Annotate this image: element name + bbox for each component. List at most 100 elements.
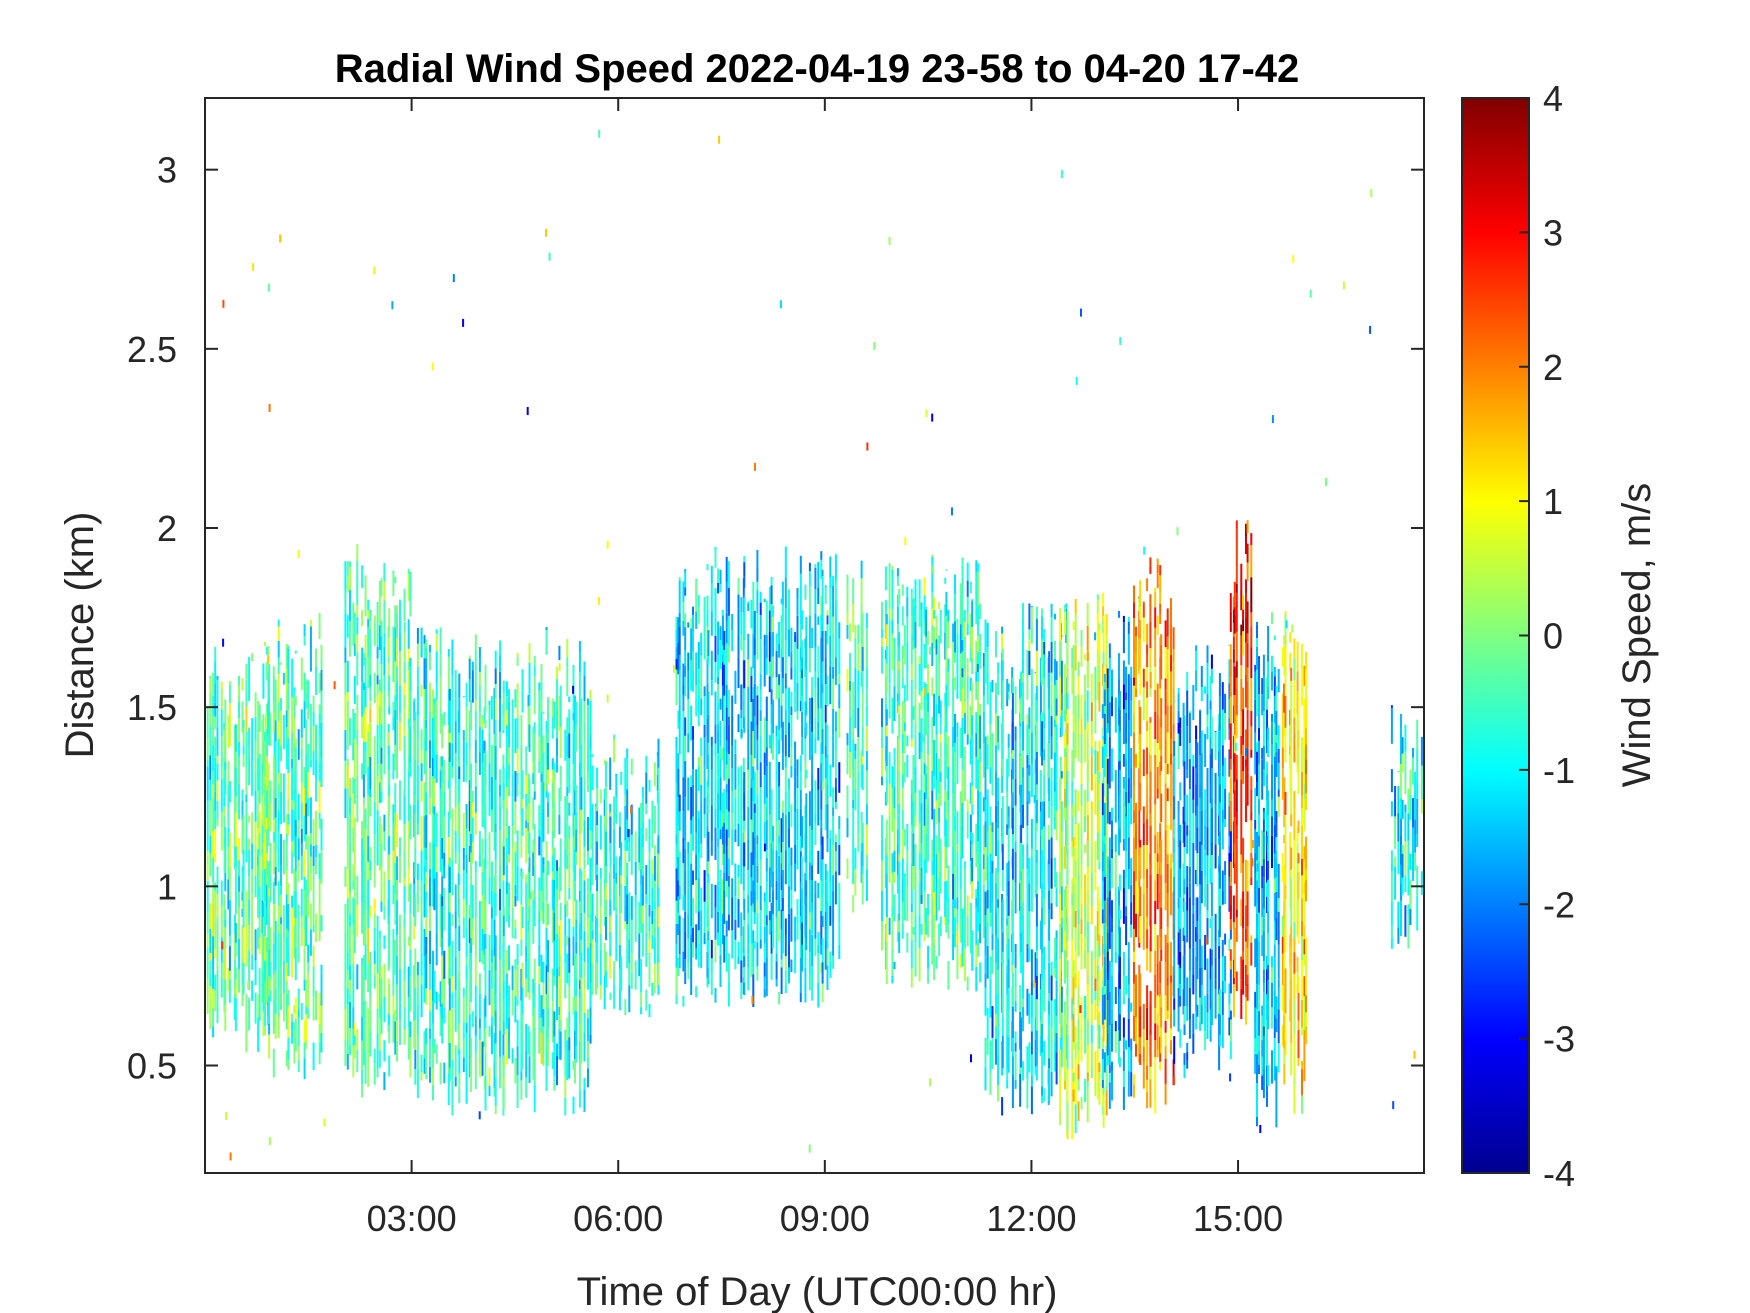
heatmap-cell — [829, 620, 832, 636]
heatmap-cell — [521, 799, 524, 809]
heatmap-cell — [441, 876, 444, 897]
heatmap-cell — [906, 642, 909, 672]
heatmap-cell — [378, 842, 381, 871]
heatmap-cell — [305, 915, 308, 947]
heatmap-cell — [533, 733, 536, 769]
heatmap-cell — [821, 859, 824, 896]
heatmap-cell — [939, 718, 942, 726]
heatmap-cell — [1035, 751, 1038, 785]
heatmap-cell — [979, 862, 982, 897]
heatmap-cell — [574, 971, 576, 997]
heatmap-cell — [707, 630, 710, 657]
heatmap-cell — [209, 800, 212, 836]
heatmap-cell — [1072, 732, 1075, 749]
heatmap-cell — [481, 715, 484, 717]
heatmap-cell — [1041, 1009, 1043, 1024]
heatmap-cell — [493, 699, 496, 735]
heatmap-cell — [251, 954, 254, 970]
heatmap-cell — [556, 1043, 558, 1056]
heatmap-cell — [723, 935, 726, 963]
heatmap-cell — [707, 656, 710, 665]
heatmap-cell — [613, 734, 616, 739]
heatmap-cell — [1006, 1079, 1009, 1089]
heatmap-cell — [1055, 780, 1058, 811]
heatmap-cell — [383, 997, 386, 1023]
heatmap-cell — [525, 918, 528, 946]
heatmap-cell — [898, 632, 901, 648]
heatmap-cell — [1030, 891, 1033, 912]
heatmap-cell — [956, 851, 959, 882]
heatmap-cell — [318, 613, 321, 639]
heatmap-cell — [212, 784, 215, 799]
heatmap-cell — [349, 979, 351, 994]
heatmap-cell — [533, 655, 536, 666]
heatmap-cell — [493, 1062, 496, 1088]
heatmap-cell — [1001, 660, 1004, 681]
heatmap-cell — [1001, 826, 1004, 845]
heatmap-cell — [474, 949, 477, 958]
heatmap-cell — [898, 815, 901, 830]
heatmap-cell — [346, 869, 349, 899]
heatmap-cell — [352, 605, 355, 633]
heatmap-cell — [320, 1032, 323, 1053]
heatmap-cell — [891, 949, 894, 976]
heatmap-cell — [914, 668, 917, 690]
heatmap-cell — [277, 810, 280, 831]
heatmap-cell — [578, 923, 581, 948]
heatmap-cell — [910, 591, 913, 617]
heatmap-cell — [346, 700, 349, 716]
heatmap-cell — [439, 894, 442, 910]
heatmap-cell — [320, 644, 323, 659]
heatmap-cell — [626, 948, 629, 969]
heatmap-cell — [710, 805, 713, 841]
heatmap-cell — [490, 1026, 493, 1055]
heatmap-cell — [977, 841, 980, 853]
heatmap-cell — [373, 963, 376, 975]
heatmap-cell — [403, 1007, 406, 1030]
heatmap-cell — [394, 783, 397, 814]
heatmap-cell — [927, 720, 930, 755]
heatmap-cell — [488, 1026, 491, 1037]
heatmap-cell — [1020, 879, 1023, 907]
heatmap-cell — [228, 684, 231, 703]
heatmap-cell — [1039, 657, 1042, 682]
heatmap-cell — [367, 766, 370, 795]
heatmap-cell — [547, 711, 549, 743]
heatmap-cell — [596, 874, 599, 892]
heatmap-cell — [719, 569, 722, 585]
heatmap-cell — [991, 733, 994, 759]
heatmap-cell — [684, 665, 687, 677]
heatmap-cell — [209, 726, 212, 756]
heatmap-cell — [300, 657, 303, 690]
heatmap-cell — [234, 889, 237, 914]
heatmap-cell — [752, 966, 755, 975]
heatmap-cell — [687, 733, 690, 753]
heatmap-cell — [309, 620, 312, 627]
heatmap-cell — [542, 864, 545, 873]
heatmap-cell — [353, 612, 356, 620]
heatmap-cell — [725, 612, 728, 621]
heatmap-cell — [609, 884, 612, 901]
heatmap-cell — [583, 880, 586, 913]
heatmap-cell — [969, 840, 972, 861]
heatmap-cell — [435, 991, 438, 1010]
heatmap-cell — [483, 740, 486, 754]
heatmap-cell — [564, 867, 567, 881]
heatmap-cell — [1020, 756, 1023, 785]
heatmap-cell — [1014, 1001, 1017, 1012]
heatmap-cell — [494, 745, 497, 780]
heatmap-cell — [966, 676, 969, 700]
heatmap-cell — [1064, 846, 1066, 869]
heatmap-cell — [376, 830, 379, 866]
heatmap-cell — [778, 730, 781, 741]
heatmap-cell — [710, 583, 713, 612]
heatmap-cell — [684, 911, 687, 932]
heatmap-cell — [763, 822, 766, 843]
heatmap-cell — [490, 809, 493, 832]
heatmap-cell — [1022, 901, 1024, 915]
heatmap-cell — [799, 624, 802, 648]
heatmap-cell — [1039, 920, 1042, 950]
heatmap-cell — [468, 981, 471, 1015]
heatmap-cell — [293, 1031, 296, 1064]
heatmap-cell — [605, 761, 607, 787]
